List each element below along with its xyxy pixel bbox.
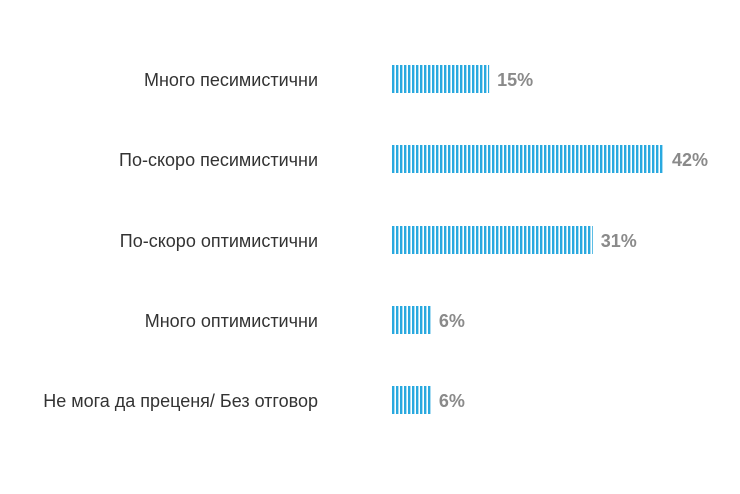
value-labels: 15% 42% 31% 6% 6% <box>439 70 708 411</box>
bar <box>392 226 593 254</box>
value-label: 6% <box>439 311 465 331</box>
bar <box>392 386 431 414</box>
bar <box>392 145 664 173</box>
category-label: По-скоро песимистични <box>119 150 318 170</box>
bars <box>392 65 664 414</box>
bar <box>392 65 490 93</box>
value-label: 6% <box>439 391 465 411</box>
bar <box>392 306 431 334</box>
value-label: 15% <box>497 70 533 90</box>
category-label: Не мога да преценя/ Без отговор <box>43 391 318 411</box>
category-labels: Много песимистични По-скоро песимистични П… <box>43 70 318 411</box>
category-label: По-скоро оптимистични <box>120 231 318 251</box>
category-label: Много оптимистични <box>145 311 318 331</box>
value-label: 42% <box>672 150 708 170</box>
category-label: Много песимистични <box>144 70 318 90</box>
value-label: 31% <box>601 231 637 251</box>
